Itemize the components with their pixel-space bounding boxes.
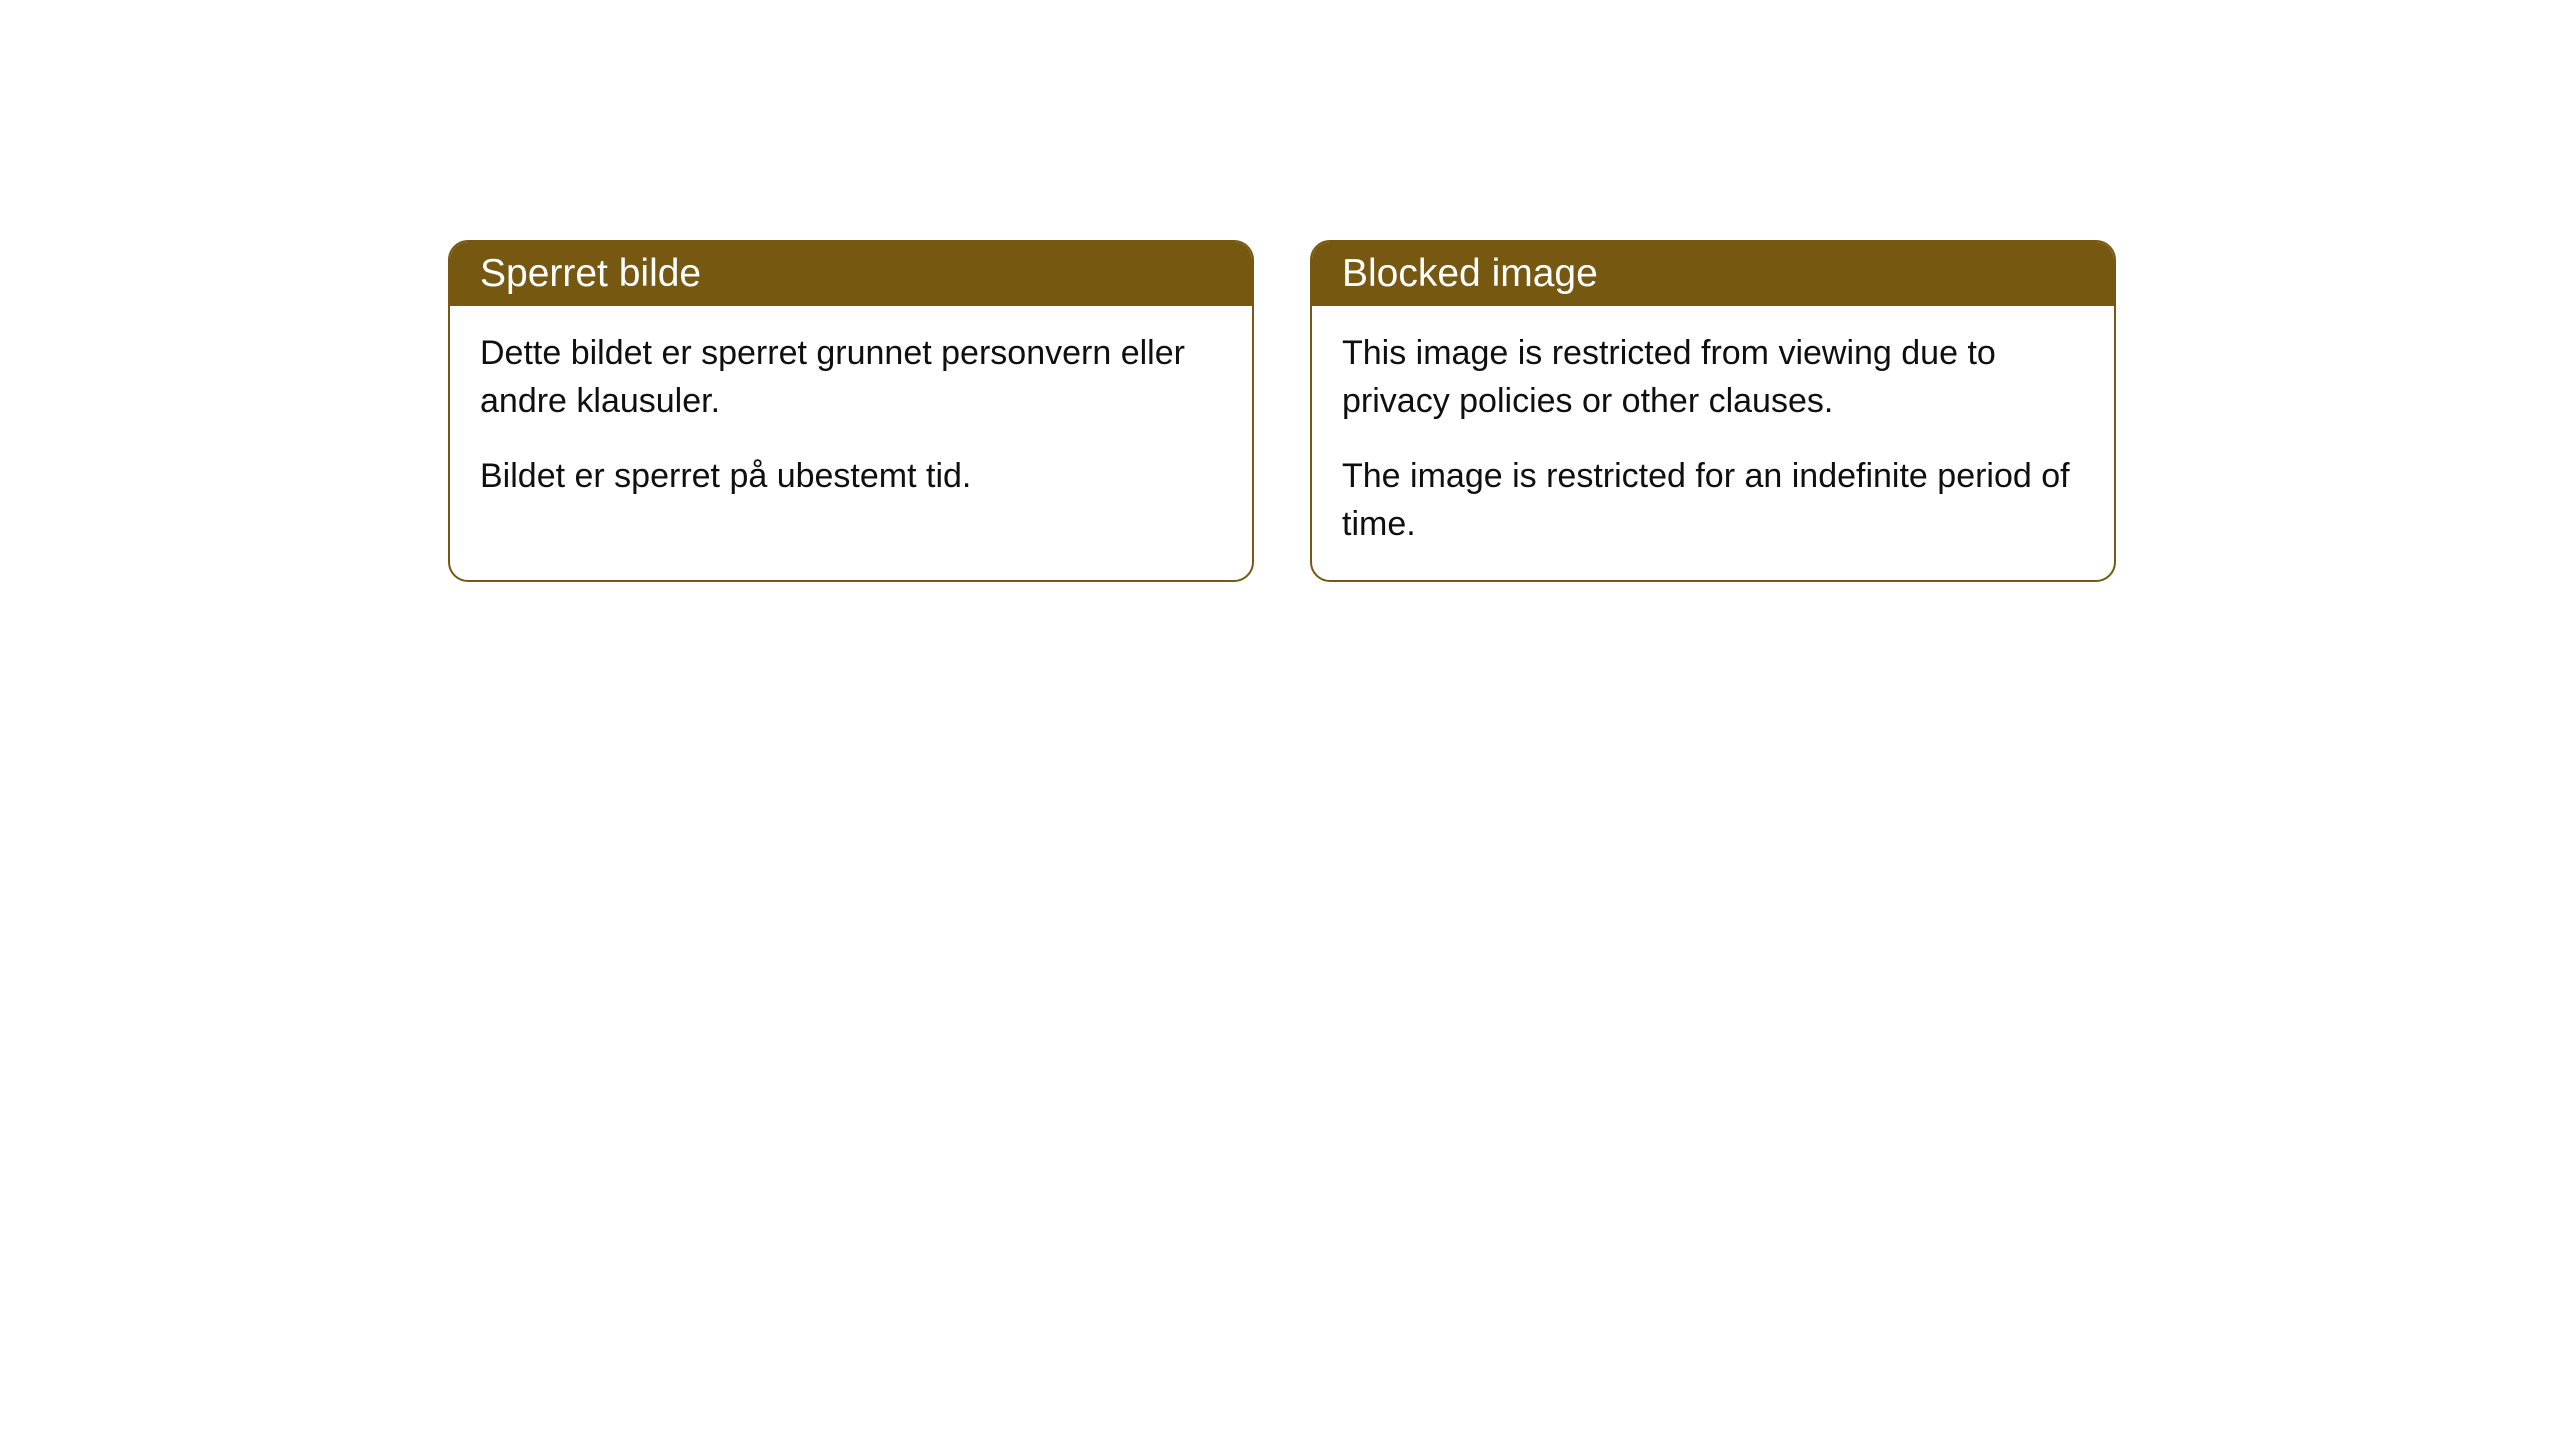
notice-card-norwegian: Sperret bilde Dette bildet er sperret gr… (448, 240, 1254, 582)
card-header-norwegian: Sperret bilde (450, 242, 1252, 306)
card-body-english: This image is restricted from viewing du… (1312, 306, 2114, 580)
card-title-english: Blocked image (1342, 252, 1598, 295)
card-paragraph-2-english: The image is restricted for an indefinit… (1342, 453, 2084, 548)
card-body-norwegian: Dette bildet er sperret grunnet personve… (450, 306, 1252, 533)
card-paragraph-1-english: This image is restricted from viewing du… (1342, 330, 2084, 425)
notice-cards-container: Sperret bilde Dette bildet er sperret gr… (448, 240, 2116, 582)
card-paragraph-1-norwegian: Dette bildet er sperret grunnet personve… (480, 330, 1222, 425)
card-title-norwegian: Sperret bilde (480, 252, 701, 295)
notice-card-english: Blocked image This image is restricted f… (1310, 240, 2116, 582)
card-paragraph-2-norwegian: Bildet er sperret på ubestemt tid. (480, 453, 1222, 501)
card-header-english: Blocked image (1312, 242, 2114, 306)
